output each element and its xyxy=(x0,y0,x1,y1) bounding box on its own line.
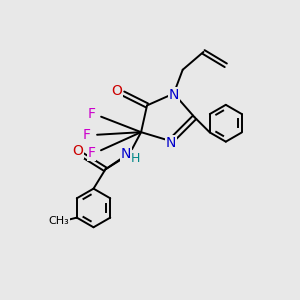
Text: N: N xyxy=(166,136,176,150)
Text: F: F xyxy=(87,107,95,121)
Text: N: N xyxy=(121,148,131,161)
Text: O: O xyxy=(111,84,122,98)
Text: H: H xyxy=(131,152,140,165)
Text: F: F xyxy=(83,128,91,142)
Text: O: O xyxy=(73,144,83,158)
Text: CH₃: CH₃ xyxy=(49,216,69,226)
Text: N: N xyxy=(169,88,179,102)
Text: F: F xyxy=(87,146,95,160)
